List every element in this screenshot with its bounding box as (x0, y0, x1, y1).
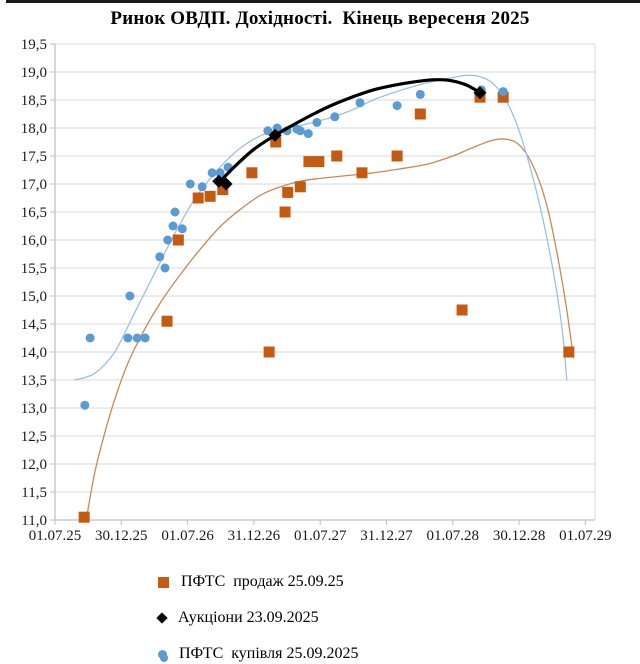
data-point-sale (263, 346, 275, 358)
x-axis-label: 31.12.27 (360, 528, 413, 544)
y-axis-label: 13,5 (21, 373, 47, 389)
chart-legend: ПФТС продаж 25.09.25 Аукціони 23.09.2025… (156, 564, 358, 664)
data-point-sale (414, 108, 426, 120)
data-point-buy (303, 129, 313, 139)
y-axis-label: 18,0 (21, 121, 47, 137)
y-axis-label: 12,0 (21, 457, 47, 473)
data-point-sale (456, 304, 468, 316)
top-border-line (6, 0, 640, 3)
data-point-auction (219, 177, 233, 191)
data-point-buy (163, 235, 173, 245)
data-point-sale (78, 511, 90, 523)
chart-title: Ринок ОВДП. Дохідності. Кінець вересеня … (110, 8, 530, 29)
data-point-buy (170, 207, 180, 217)
y-axis-label: 18,5 (21, 93, 47, 109)
data-point-buy (197, 182, 207, 192)
y-axis-label: 16,5 (21, 205, 47, 221)
data-point-sale (294, 181, 306, 193)
data-point-buy (85, 333, 95, 343)
y-axis-label: 15,5 (21, 261, 47, 277)
data-point-buy (140, 333, 150, 343)
y-axis-label: 15,0 (21, 289, 47, 305)
data-point-buy (155, 252, 165, 262)
data-point-sale (356, 167, 368, 179)
data-point-sale (204, 190, 216, 202)
x-axis-label: 30.12.25 (95, 528, 148, 544)
y-axis-label: 19,0 (21, 65, 47, 81)
data-point-sale (303, 156, 315, 168)
x-axis-label: 01.07.26 (161, 528, 214, 544)
legend-label: ПФТС купівля 25.09.2025 (179, 645, 359, 662)
y-axis-label: 17,0 (21, 177, 47, 193)
y-axis-label: 17,5 (21, 149, 47, 165)
data-point-sale (172, 234, 184, 246)
data-point-auction (473, 86, 487, 100)
data-point-sale (270, 136, 282, 148)
cropped-legend-marker-dot (160, 654, 168, 662)
data-point-auction (268, 128, 282, 142)
y-axis-label: 11,5 (21, 485, 47, 501)
y-axis-label: 16,0 (21, 233, 47, 249)
data-point-buy (125, 291, 135, 301)
x-axis-label: 01.07.27 (294, 528, 347, 544)
data-point-buy (185, 179, 195, 189)
x-axis-label: 30.12.28 (493, 528, 546, 544)
y-axis-label: 12,5 (21, 429, 47, 445)
data-point-sale (282, 186, 294, 198)
legend-item-pfts-buy: ПФТС купівля 25.09.2025 (158, 636, 358, 664)
x-axis-label: 31.12.26 (228, 528, 281, 544)
data-point-buy (498, 87, 508, 97)
data-point-buy (123, 333, 133, 343)
data-point-buy (415, 89, 425, 99)
trend-curve-auction (217, 78, 482, 185)
data-point-sale (192, 192, 204, 204)
data-point-sale (497, 91, 509, 103)
data-point-buy (355, 98, 365, 108)
data-point-buy (263, 126, 273, 136)
x-axis-label: 01.07.28 (427, 528, 480, 544)
data-point-sale (246, 167, 258, 179)
data-point-buy (168, 221, 178, 231)
data-point-buy (160, 263, 170, 273)
data-point-buy (132, 333, 142, 343)
black-diamond-marker-icon (156, 612, 168, 624)
y-axis-label: 19,5 (21, 37, 47, 53)
data-point-sale (279, 206, 291, 218)
data-point-buy (392, 101, 402, 111)
y-axis-label: 11,0 (21, 513, 47, 529)
data-point-buy (215, 168, 225, 178)
data-point-buy (177, 224, 187, 234)
legend-label: ПФТС продаж 25.09.25 (181, 573, 344, 590)
data-point-buy (312, 117, 322, 127)
x-axis-label: 01.07.25 (29, 528, 82, 544)
orange-square-marker-icon (158, 576, 169, 588)
data-point-sale (331, 150, 343, 162)
y-axis-label: 13,0 (21, 401, 47, 417)
trend-curve (85, 138, 575, 521)
data-point-buy (295, 126, 305, 136)
legend-item-auctions: Аукціони 23.09.2025 (156, 600, 358, 636)
y-axis-label: 14,5 (21, 317, 47, 333)
data-point-buy (330, 112, 340, 122)
legend-item-pfts-sale: ПФТС продаж 25.09.25 (158, 564, 358, 600)
data-point-buy (80, 400, 90, 410)
y-axis-label: 14,0 (21, 345, 47, 361)
data-point-sale (313, 156, 325, 168)
x-axis-label: 01.07.29 (559, 528, 612, 544)
data-point-sale (217, 184, 229, 196)
data-point-sale (391, 150, 403, 162)
data-point-sale (563, 346, 575, 358)
data-point-buy (207, 168, 217, 178)
legend-label: Аукціони 23.09.2025 (178, 609, 319, 626)
data-point-sale (161, 315, 173, 327)
